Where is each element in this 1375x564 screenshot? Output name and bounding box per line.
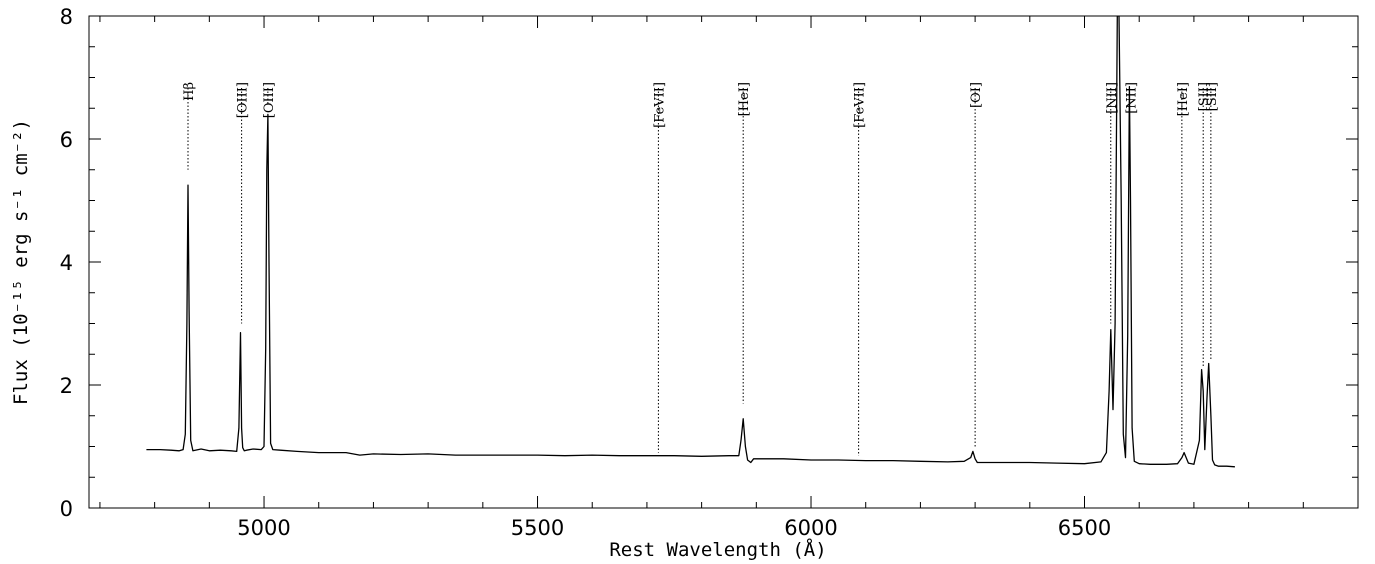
line-label: Hβ — [182, 82, 197, 101]
line-label: [FeVII] — [853, 82, 868, 128]
line-label: [FeVII] — [652, 82, 667, 128]
plot-border — [88, 15, 1359, 509]
y-tick-label: 0 — [60, 497, 73, 521]
tick-labels: 5000 5500 6000 6500 0 2 4 6 8 — [60, 5, 1112, 540]
x-tick-label: 5500 — [511, 516, 564, 540]
plot-frame — [88, 15, 1359, 509]
line-annotations: Hβ [OIII] [OIII] [FeVII] [HeI] [FeVII] [OI] [NI… — [182, 82, 1220, 456]
x-tick-label: 6500 — [1058, 516, 1111, 540]
line-label: [OIII] — [236, 82, 251, 118]
line-label: [NII] — [1105, 82, 1120, 114]
spectrum-line — [146, 16, 1235, 468]
axis-ticks — [89, 15, 1359, 509]
line-label: [HeI] — [1176, 82, 1191, 116]
line-label: [NII] — [1124, 82, 1139, 114]
x-axis-title: Rest Wavelength (Å) — [609, 538, 826, 561]
line-label: [HeI] — [737, 82, 752, 116]
y-tick-label: 8 — [60, 5, 73, 29]
line-label: [OI] — [969, 82, 984, 108]
series-group — [146, 16, 1235, 468]
line-label: [SII] — [1197, 82, 1212, 111]
y-tick-label: 2 — [60, 374, 73, 398]
x-tick-label: 6000 — [784, 516, 837, 540]
y-axis-title: Flux (10⁻¹⁵ erg s⁻¹ cm⁻²) — [10, 119, 32, 405]
x-tick-label: 5000 — [237, 516, 290, 540]
line-label: [SII] — [1205, 82, 1220, 111]
y-tick-label: 4 — [60, 251, 73, 275]
y-tick-label: 6 — [60, 128, 73, 152]
line-label: [OIII] — [262, 82, 277, 118]
